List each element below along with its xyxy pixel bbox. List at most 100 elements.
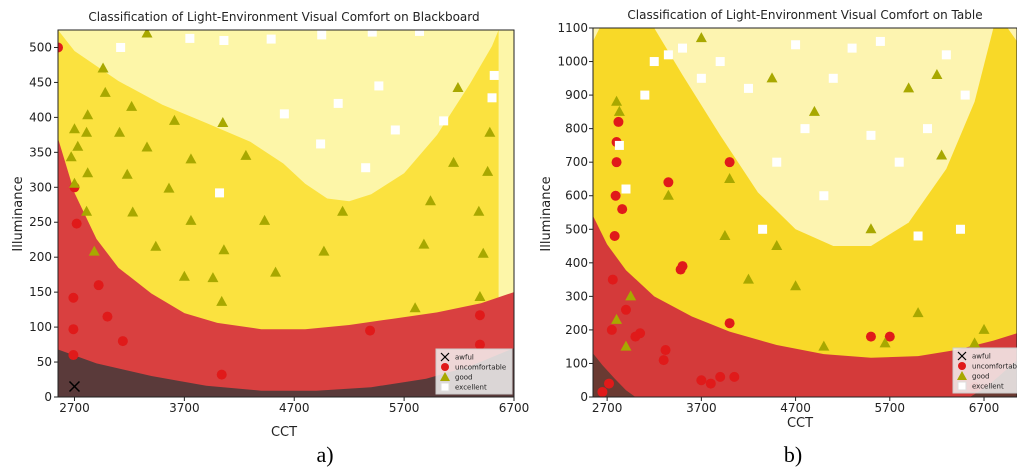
data-point-excellent <box>894 157 904 167</box>
data-point-uncomfortable <box>606 324 617 335</box>
data-point-excellent <box>316 139 326 149</box>
plot-frame <box>592 27 1017 398</box>
legend-label: uncomfortable <box>455 364 506 372</box>
data-point-good <box>81 205 93 216</box>
data-point-excellent <box>219 35 229 45</box>
legend-label: good <box>972 373 989 381</box>
data-point-uncomfortable <box>635 328 646 339</box>
data-point-excellent <box>489 70 499 80</box>
data-point-excellent <box>743 83 753 93</box>
data-point-uncomfortable <box>658 355 669 366</box>
data-point-excellent <box>828 73 838 83</box>
x-tick-label: 5700 <box>389 401 420 415</box>
data-point-uncomfortable <box>677 261 688 272</box>
data-point-excellent <box>487 93 497 103</box>
data-point-uncomfortable <box>724 157 735 168</box>
data-point-uncomfortable <box>117 336 128 347</box>
y-tick-label: 250 <box>29 215 52 229</box>
data-point-good <box>931 68 943 79</box>
legend-label: excellent <box>455 384 487 392</box>
data-point-good <box>620 340 632 351</box>
data-point-uncomfortable <box>617 204 628 215</box>
data-point-good <box>217 116 229 127</box>
data-point-uncomfortable <box>68 350 79 361</box>
data-point-good <box>216 295 228 306</box>
x-tick-label: 5700 <box>875 401 906 415</box>
data-point-awful <box>68 380 81 393</box>
y-tick-label: 100 <box>565 356 588 370</box>
y-tick-label: 300 <box>565 289 588 303</box>
data-point-uncomfortable <box>620 304 631 315</box>
y-tick-label: 500 <box>565 222 588 236</box>
x-tick-label: 3700 <box>169 401 200 415</box>
y-axis-label: Illuminance <box>539 176 554 251</box>
y-tick-label: 200 <box>29 250 52 264</box>
data-point-good <box>99 86 111 97</box>
y-tick-label: 0 <box>44 390 52 404</box>
data-point-uncomfortable <box>613 116 624 127</box>
data-point-uncomfortable <box>58 42 63 53</box>
data-point-excellent <box>361 163 371 173</box>
data-point-excellent <box>374 81 384 91</box>
panel-label-a: a) <box>316 442 333 467</box>
data-point-good <box>766 72 778 83</box>
plot-frame <box>57 29 515 398</box>
data-point-uncomfortable <box>68 292 79 303</box>
data-point-good <box>97 62 109 73</box>
legend-label: good <box>455 374 472 382</box>
data-point-uncomfortable <box>71 218 82 229</box>
data-point-excellent <box>913 231 923 241</box>
data-point-excellent <box>715 57 725 67</box>
data-point-uncomfortable <box>610 190 621 201</box>
data-point-excellent <box>367 30 377 37</box>
data-point-good <box>771 240 783 251</box>
data-point-excellent <box>333 98 343 108</box>
data-point-good <box>141 141 153 152</box>
data-point-good <box>865 223 877 234</box>
y-tick-label: 350 <box>29 145 52 159</box>
data-point-good <box>484 126 496 137</box>
data-point-good <box>473 205 485 216</box>
data-point-good <box>719 229 731 240</box>
data-point-uncomfortable <box>474 310 485 321</box>
y-tick-label: 50 <box>37 355 52 369</box>
y-tick-label: 400 <box>565 256 588 270</box>
legend-marker-good <box>440 372 450 381</box>
chart-blackboard: Classification of Light-Environment Visu… <box>11 10 529 467</box>
data-point-good <box>818 340 830 351</box>
legend-marker-excellent <box>957 381 967 391</box>
data-point-good <box>126 100 138 111</box>
y-tick-label: 0 <box>580 390 588 404</box>
data-point-excellent <box>185 33 195 43</box>
data-point-good <box>409 302 421 313</box>
data-point-good <box>168 114 180 125</box>
data-point-excellent <box>772 157 782 167</box>
data-point-good <box>68 123 80 134</box>
data-point-excellent <box>663 50 673 60</box>
y-tick-label: 1100 <box>557 21 588 35</box>
data-point-good <box>127 206 139 217</box>
data-point-good <box>903 82 915 93</box>
legend-label: excellent <box>972 383 1004 391</box>
data-point-good <box>879 337 891 348</box>
data-point-good <box>625 290 637 301</box>
data-point-excellent <box>266 34 276 44</box>
data-point-good <box>613 105 625 116</box>
y-tick-label: 300 <box>29 180 52 194</box>
data-point-excellent <box>116 42 126 52</box>
data-point-excellent <box>390 125 400 135</box>
data-point-excellent <box>960 90 970 100</box>
x-tick-label: 4700 <box>780 401 811 415</box>
data-point-uncomfortable <box>884 331 895 342</box>
x-tick-label: 4700 <box>279 401 310 415</box>
data-point-uncomfortable <box>609 230 620 241</box>
y-tick-label: 400 <box>29 110 52 124</box>
data-point-uncomfortable <box>660 345 671 356</box>
data-point-good <box>611 313 623 324</box>
data-point-good <box>978 323 990 334</box>
data-point-excellent <box>922 124 932 134</box>
y-tick-label: 450 <box>29 75 52 89</box>
data-point-excellent <box>866 130 876 140</box>
data-point-uncomfortable <box>102 311 113 322</box>
data-point-good <box>448 156 460 167</box>
